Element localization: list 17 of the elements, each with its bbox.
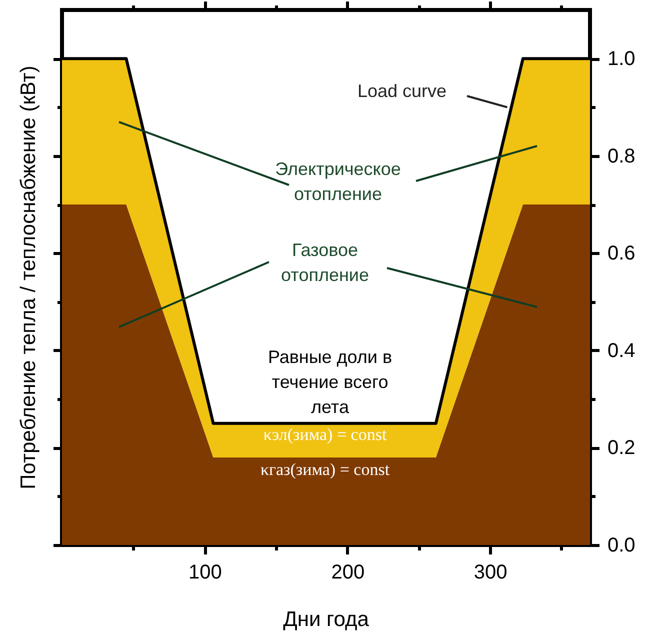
y-tick-label: 1.0 bbox=[608, 48, 636, 70]
y-tick-label: 0.4 bbox=[608, 340, 636, 362]
x-axis-title: Дни года bbox=[283, 608, 370, 631]
annotation: Газовое отопление bbox=[281, 240, 369, 285]
y-axis-title: Потребление тепла / теплоснабжение (кВт) bbox=[17, 66, 40, 490]
x-tick-label: 300 bbox=[474, 562, 508, 584]
annotation: κэл(зима) = const bbox=[263, 425, 387, 444]
x-tick-label: 200 bbox=[331, 562, 365, 584]
annotation: Равные доли в течение всего лета bbox=[268, 347, 392, 417]
annotation: Load curve bbox=[357, 81, 447, 101]
annotation: Электрическое отопление bbox=[275, 159, 401, 204]
y-tick-label: 0.0 bbox=[608, 534, 636, 556]
y-tick-label: 0.8 bbox=[608, 145, 636, 168]
x-tick-label: 100 bbox=[188, 562, 222, 584]
annotation: κгаз(зима) = const bbox=[260, 460, 390, 479]
y-tick-label: 0.2 bbox=[608, 437, 636, 460]
y-tick-label: 0.6 bbox=[608, 242, 636, 265]
